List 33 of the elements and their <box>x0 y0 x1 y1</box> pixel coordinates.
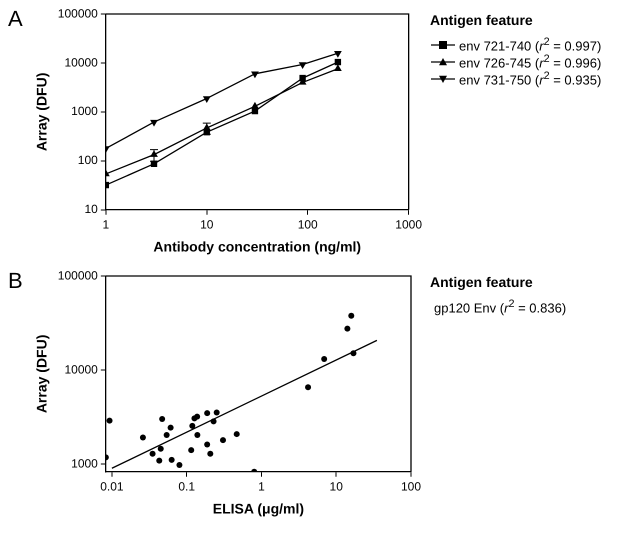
text: gp120 Env (r$^{2}$ = 0.836) <box>434 298 566 316</box>
y-axis-title: Array (DFU) <box>33 72 50 152</box>
x-tick-label: 0.01 <box>100 479 124 494</box>
y-axis-title: Array (DFU) <box>33 334 50 414</box>
y-tick-label: 10000 <box>64 362 98 376</box>
legend-label: env 726-745 (r$^{2}$ = 0.996) <box>459 52 602 70</box>
x-tick-label: 10 <box>330 479 344 494</box>
text: A <box>8 6 23 32</box>
text: Antigen feature <box>430 274 534 290</box>
legend-label: env 721-740 (r$^{2}$ = 0.997) <box>459 36 602 54</box>
text: B <box>8 268 23 294</box>
x-tick-label: 1 <box>102 217 110 232</box>
point <box>202 96 211 103</box>
y-tick-label: 1000 <box>71 104 98 118</box>
y-tick-label: 100000 <box>58 268 98 282</box>
x-tick-label: 1000 <box>395 217 422 232</box>
point <box>299 74 306 82</box>
legend-label: env 731-750 (r$^{2}$ = 0.935) <box>459 70 602 88</box>
x-tick-label: 100 <box>298 217 318 232</box>
point <box>298 62 307 69</box>
x-tick-label: 10 <box>200 217 214 232</box>
x-axis-title: Antibody concentration (ng/ml) <box>153 238 362 254</box>
legend-title: Antigen feature <box>430 12 534 28</box>
y-tick-label: 100 <box>78 153 98 168</box>
y-tick-label: 10 <box>84 202 98 216</box>
y-tick-label: 1000 <box>71 456 98 470</box>
x-tick-label: 100 <box>400 479 422 494</box>
y-tick-label: 10000 <box>64 55 98 70</box>
y-tick-label: 100000 <box>58 6 98 20</box>
x-axis-title: ELISA (μg/ml) <box>212 500 304 516</box>
x-tick-label: 0.1 <box>178 479 196 494</box>
point <box>251 72 259 78</box>
x-tick-label: 1 <box>258 479 266 494</box>
